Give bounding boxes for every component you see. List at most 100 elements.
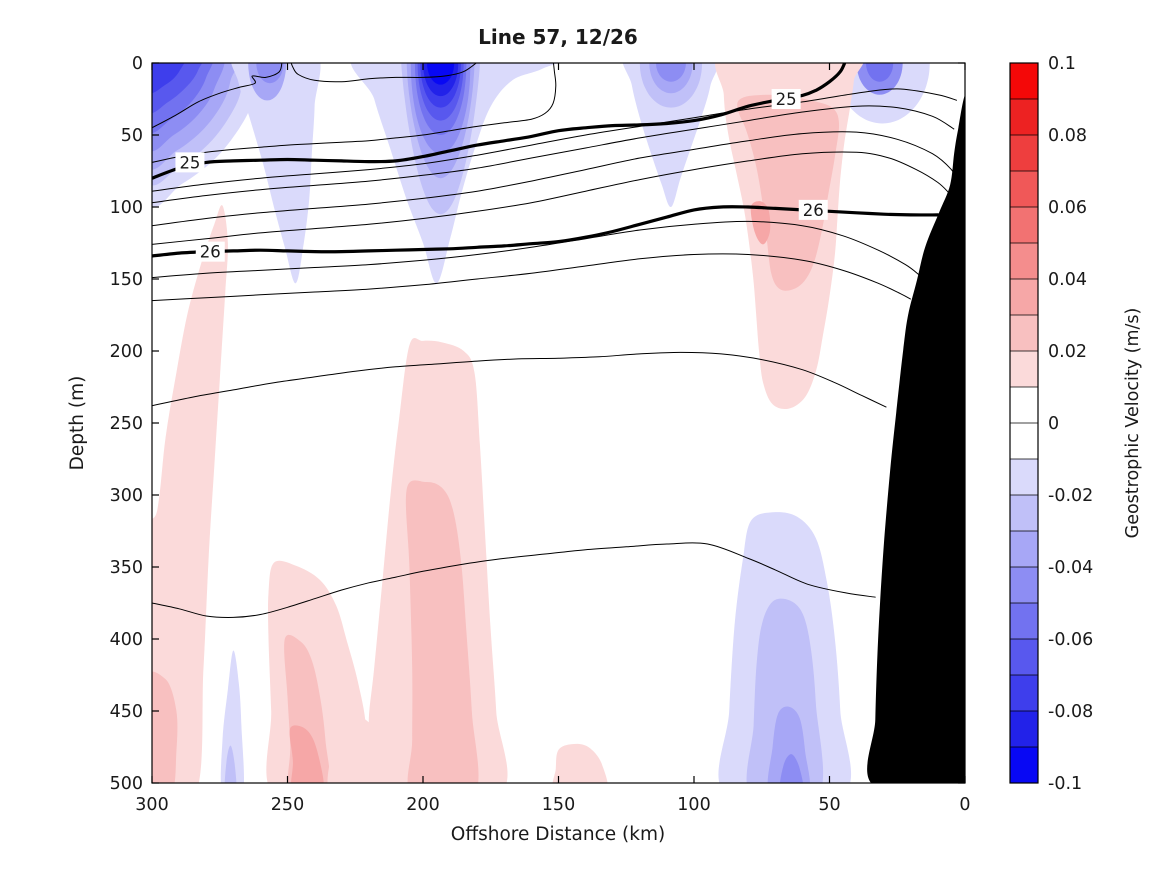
bathymetry-polygon [867, 94, 965, 783]
velocity-fill-contours [152, 63, 930, 783]
velocity-fill-region [622, 63, 720, 208]
colorbar-segment [1010, 567, 1038, 604]
y-axis-ticks: 0 50 100 150 200 250 300 350 400 450 500 [110, 54, 965, 794]
colorbar-segment [1010, 711, 1038, 748]
colorbar-tick-label: 0 [1048, 414, 1059, 434]
velocity-fill-region [152, 63, 185, 94]
isopycnal-thin-line [152, 151, 950, 245]
isopycnal-thin-line [152, 542, 876, 618]
colorbar-tick-label: -0.06 [1048, 630, 1093, 650]
y-axis-label: Depth (m) [67, 376, 88, 471]
velocity-fill-region [750, 201, 771, 245]
isopycnal-thin-line [152, 63, 283, 129]
x-tick-label: 300 [135, 795, 168, 815]
colorbar-segment [1010, 171, 1038, 208]
contour-label: 25 [776, 90, 797, 109]
x-tick-label: 200 [406, 795, 439, 815]
colorbar-segment [1010, 315, 1038, 352]
velocity-fill-region [256, 63, 284, 84]
x-axis-ticks: 300 250 200 150 100 50 0 [135, 63, 971, 815]
colorbar-segment [1010, 603, 1038, 640]
contour-label-mask [771, 89, 801, 109]
isopycnal-thin-line [152, 131, 958, 227]
colorbar: 0.1 0.08 0.06 0.04 0.02 0 -0.02 -0.04 -0.06 -0.08… [1009, 54, 1093, 794]
colorbar-segment [1010, 747, 1038, 784]
y-tick-label: 300 [110, 486, 143, 506]
y-tick-label: 100 [110, 198, 143, 218]
colorbar-tick-label: -0.08 [1048, 702, 1093, 722]
contour-label: 26 [200, 243, 221, 262]
colorbar-tick-label: 0.08 [1048, 126, 1087, 146]
colorbar-tick-label: -0.02 [1048, 486, 1093, 506]
colorbar-tick-label: -0.1 [1048, 774, 1082, 794]
colorbar-tick-label: -0.04 [1048, 558, 1093, 578]
y-tick-label: 200 [110, 342, 143, 362]
colorbar-segment [1010, 351, 1038, 388]
velocity-fill-region [231, 63, 321, 284]
colorbar-segment [1010, 459, 1038, 496]
velocity-fill-region [152, 671, 178, 783]
velocity-fill-region [152, 205, 228, 783]
velocity-fill-region [656, 63, 686, 82]
colorbar-tick-label: 0.1 [1048, 54, 1076, 74]
x-tick-label: 100 [677, 795, 710, 815]
contour-label-mask [175, 152, 205, 173]
velocity-fill-region [746, 598, 824, 783]
colorbar-segment [1010, 675, 1038, 712]
velocity-fill-region [866, 63, 894, 82]
velocity-fill-region [737, 94, 840, 291]
y-tick-label: 400 [110, 630, 143, 650]
colorbar-segment [1010, 279, 1038, 316]
isopycnal-thin-line [290, 63, 478, 83]
colorbar-segment [1010, 495, 1038, 532]
y-tick-label: 50 [121, 126, 143, 146]
bathymetry-landmass [867, 94, 965, 783]
colorbar-segment [1010, 531, 1038, 568]
colorbar-segment [1010, 243, 1038, 280]
x-tick-label: 0 [959, 795, 970, 815]
y-tick-label: 150 [110, 270, 143, 290]
isopycnal-thin-line [152, 351, 887, 408]
isopycnal-thin-line [152, 105, 955, 204]
colorbar-tick-label: 0.06 [1048, 198, 1087, 218]
colorbar-segment [1010, 207, 1038, 244]
contour-label: 26 [803, 201, 824, 220]
colorbar-tick-label: 0.02 [1048, 342, 1087, 362]
plot-title: Line 57, 12/26 [478, 25, 638, 49]
velocity-fill-region [767, 706, 810, 783]
colorbar-segment [1010, 99, 1038, 136]
y-tick-label: 0 [132, 54, 143, 74]
contour-line-labels: 25 25 26 26 [175, 89, 828, 262]
velocity-fill-region [405, 480, 479, 783]
x-tick-label: 250 [271, 795, 304, 815]
colorbar-segment [1010, 423, 1038, 460]
y-tick-label: 450 [110, 702, 143, 722]
x-tick-label: 150 [542, 795, 575, 815]
colorbar-border [1009, 62, 1039, 784]
colorbar-segment [1010, 63, 1038, 100]
colorbar-segment [1010, 639, 1038, 676]
x-axis-label: Offshore Distance (km) [451, 824, 665, 845]
y-tick-label: 250 [110, 414, 143, 434]
isopycnal-thin-line [152, 253, 912, 302]
contour-label-mask [195, 241, 225, 262]
contour-label-mask [798, 199, 828, 220]
velocity-fill-region [224, 745, 237, 783]
colorbar-tick-label: 0.04 [1048, 270, 1087, 290]
contour-label: 25 [179, 153, 200, 172]
velocity-fill-region [220, 650, 244, 783]
velocity-fill-region [552, 743, 608, 783]
colorbar-segment [1010, 135, 1038, 172]
isopycnal-thin-line [152, 63, 557, 163]
isopycnal-thin-line [152, 88, 958, 192]
x-tick-label: 50 [818, 795, 840, 815]
y-tick-label: 500 [110, 774, 143, 794]
colorbar-label: Geostrophic Velocity (m/s) [1123, 308, 1143, 539]
velocity-fill-region [427, 63, 455, 85]
colorbar-segment [1010, 387, 1038, 424]
velocity-fill-region [289, 725, 324, 783]
velocity-fill-region [779, 754, 803, 783]
y-tick-label: 350 [110, 558, 143, 578]
